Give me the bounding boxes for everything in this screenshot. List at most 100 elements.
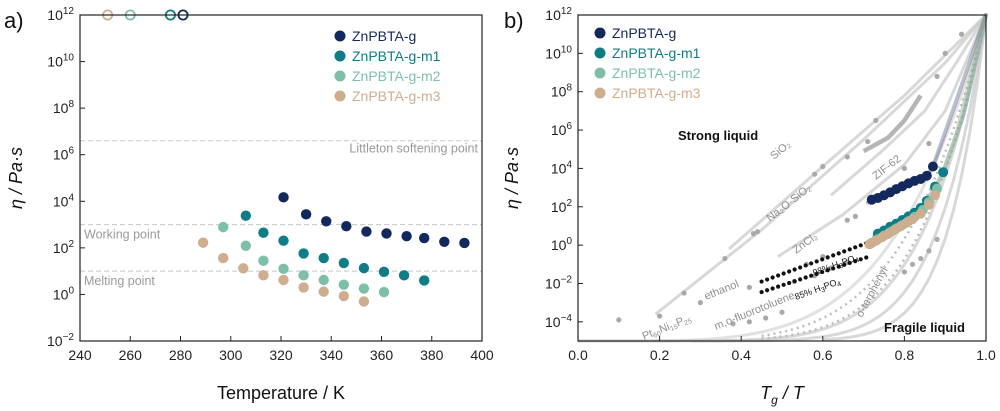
reference-point (926, 248, 932, 254)
reference-line-label: Littleton softening point (349, 142, 478, 156)
h3po4-85-point (765, 288, 770, 293)
x-tick-label: 0.2 (650, 347, 670, 363)
y-tick-label: 102 (53, 239, 75, 256)
x-tick-label: 0.8 (895, 347, 915, 363)
data-point (338, 279, 350, 290)
panel-b-label: b) (504, 8, 524, 33)
reference-point (934, 73, 940, 79)
h3po4-98-point (847, 247, 852, 252)
legend-label: ZnPBTA-g (352, 28, 416, 44)
y-axis-label: η / Pa·s (6, 147, 26, 209)
tick-base: 10 (551, 199, 567, 215)
reference-point (722, 255, 728, 262)
data-point (318, 274, 329, 286)
legend-label: ZnPBTA-g-m3 (612, 85, 701, 101)
h3po4-85-point (759, 290, 764, 295)
x-tick-label: 340 (320, 347, 344, 363)
x-axis-label-sub-g: g (771, 393, 778, 407)
y-tick-label: 10−2 (545, 274, 572, 291)
data-point (321, 216, 332, 227)
data-point (197, 237, 209, 248)
x-tick-label: 400 (470, 347, 494, 363)
label-subscript: 60 (653, 330, 663, 339)
data-point (318, 286, 329, 297)
reference-point (844, 217, 850, 223)
reference-point (779, 309, 785, 315)
axis-ticks: 0.0 0.2 0.4 0.6 0.8 1.01012101010810610410210… (545, 6, 996, 363)
y-tick-label: 106 (53, 146, 75, 163)
y-tick-label: 1010 (545, 44, 572, 61)
y-tick-label: 100 (53, 285, 75, 302)
y-tick-label: 108 (53, 99, 75, 116)
zncl2-label: ZnCl₂ (791, 231, 820, 257)
data-point (318, 252, 329, 264)
ethanol-label: ethanol (703, 278, 741, 303)
data-point (378, 286, 390, 298)
tick-base: 10 (53, 100, 69, 116)
data-point (338, 257, 350, 269)
axis-ticks: 240 260 280 300 320 340 360 380 4001012101010810… (47, 6, 494, 363)
reference-point (697, 300, 704, 306)
data-point (278, 235, 289, 246)
data-point (298, 282, 309, 293)
tick-exponent: 4 (68, 192, 74, 203)
tick-base: 10 (551, 122, 567, 138)
data-point (358, 262, 370, 274)
h3po4-98-extrap (761, 31, 984, 338)
data-point (298, 248, 309, 259)
panel-a-label: a) (4, 8, 24, 33)
y-tick-label: 108 (551, 83, 573, 100)
h3po4-85-point (858, 257, 863, 262)
data-point (300, 209, 312, 220)
legend-label: ZnPBTA-g-m1 (352, 48, 441, 64)
tick-base: 10 (47, 333, 63, 349)
reference-point (730, 321, 736, 327)
data-point (381, 228, 392, 239)
reference-point (746, 319, 752, 325)
y-tick-label: 1012 (545, 6, 572, 23)
data-point (238, 263, 249, 274)
h3po4-85-point (842, 262, 847, 267)
legend: ZnPBTA-g ZnPBTA-g-m1 ZnPBTA-g-m2 ZnPBTA-g-m… (594, 25, 701, 101)
label-text: Pt (641, 328, 655, 343)
data-point (341, 221, 352, 232)
h3po4-85-point (809, 273, 814, 278)
h3po4-85-point (836, 264, 841, 269)
y-tick-label: 1012 (47, 6, 74, 23)
data-point (258, 255, 269, 266)
x-tick-label: 0.4 (731, 347, 751, 363)
data-point (930, 190, 940, 201)
x-tick-label: 0.0 (568, 347, 588, 363)
zif62-curve (862, 94, 923, 154)
x-axis-label: Temperature / K (217, 383, 345, 403)
h3po4-98-point (853, 245, 858, 250)
label-text: 85% H (793, 283, 822, 302)
x-tick-label: 240 (68, 347, 92, 363)
h3po4-98-point (776, 273, 781, 278)
znpbta-ref-curve (830, 14, 988, 197)
h3po4-98-point (792, 267, 797, 272)
h3po4-85-point (814, 271, 819, 276)
region-label-strong: Strong liquid (678, 128, 758, 143)
tick-base: 10 (545, 314, 561, 330)
region-label-fragile: Fragile liquid (884, 320, 965, 335)
na2o-sio2-label: Na₂O·SiO₂ (764, 182, 813, 224)
tick-exponent: −2 (561, 274, 573, 285)
data-point (907, 214, 918, 225)
data-point (278, 263, 289, 275)
reference-point (873, 117, 879, 124)
x-tick-label: 300 (219, 347, 243, 363)
reference-point (942, 50, 948, 56)
tick-exponent: 10 (561, 44, 573, 55)
data-point (358, 283, 370, 294)
h3po4-85-point (776, 284, 781, 289)
h3po4-85-point (825, 268, 830, 273)
tick-exponent: 10 (63, 53, 75, 64)
h3po4-98-point (759, 279, 764, 284)
legend-label: ZnPBTA-g-m1 (612, 45, 701, 61)
legend-marker (334, 50, 346, 62)
h3po4-98-point (787, 269, 792, 274)
legend-marker (594, 47, 606, 59)
label-subscript: 3 (820, 287, 826, 295)
